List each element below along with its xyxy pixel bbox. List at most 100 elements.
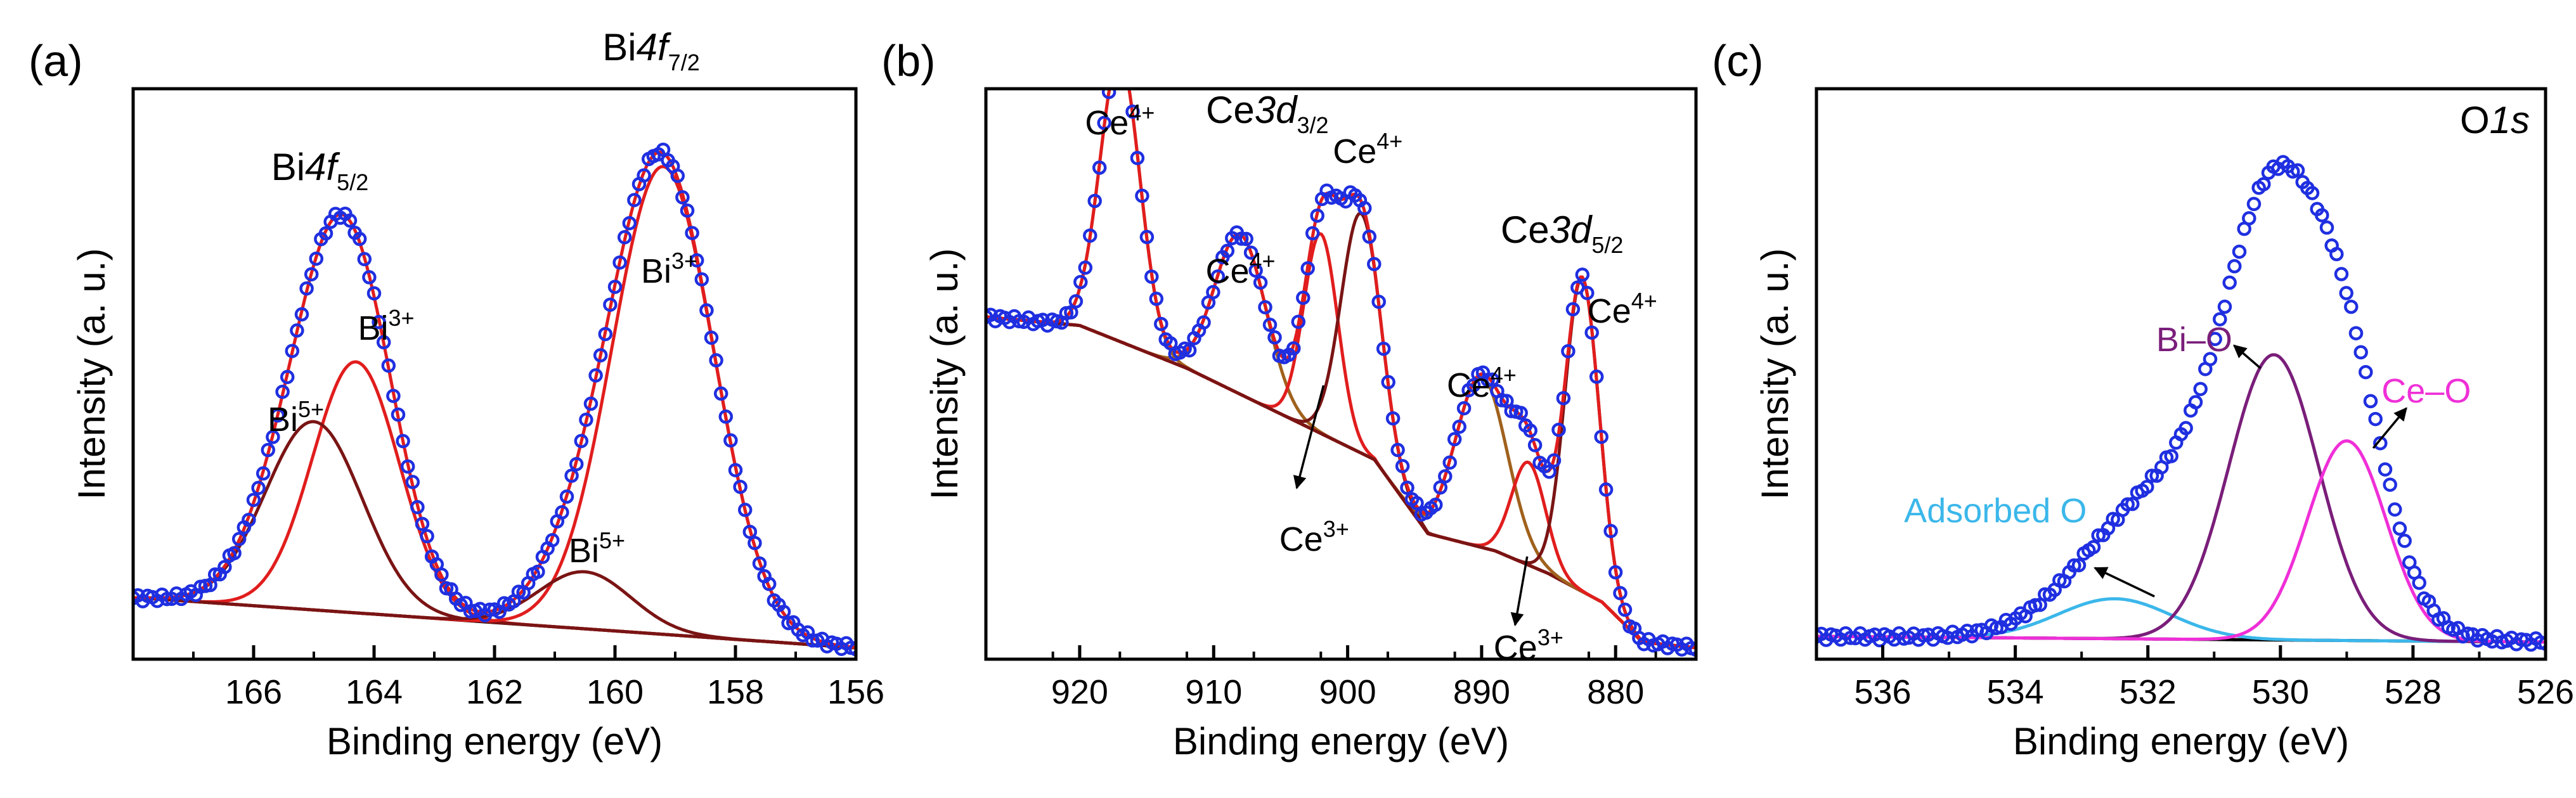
data-point: [405, 475, 420, 489]
data-point: [1381, 375, 1395, 390]
data-point: [1688, 642, 1696, 657]
x-tick-label: 880: [1587, 673, 1644, 711]
data-point: [742, 524, 758, 539]
x-tick-label: 532: [2120, 673, 2177, 711]
data-point: [372, 314, 386, 330]
component-peak-3: [1816, 439, 2546, 644]
annotation-arrow: [1293, 385, 1325, 490]
data-point: [1556, 390, 1571, 406]
data-point: [2315, 208, 2329, 222]
data-point: [1122, 77, 1134, 88]
panel-c: 536 534 532 530 528 526 Binding energy (eV) Int…: [1712, 36, 2574, 763]
data-point: [1149, 292, 1164, 306]
data-point: [598, 326, 613, 342]
data-point: [2140, 479, 2154, 494]
data-point: [2256, 177, 2271, 191]
data-point: [1130, 151, 1145, 165]
data-point: [1144, 269, 1159, 284]
y-axis-title: Intensity (a. u.): [923, 248, 966, 500]
annotation-label: Bi–O: [2156, 321, 2232, 359]
data-point: [2334, 267, 2349, 281]
data-point: [1253, 275, 1268, 290]
data-point: [588, 368, 603, 383]
data-point: [2359, 364, 2373, 380]
data-point: [1239, 231, 1253, 247]
data-point: [1310, 208, 1324, 223]
data-point: [1087, 193, 1102, 209]
data-point: [1196, 315, 1211, 330]
data-point: [2344, 299, 2359, 314]
annotation-label: Ce4+: [1085, 100, 1155, 142]
data-point: [1523, 423, 1537, 438]
data-point: [2368, 411, 2383, 427]
data-point: [704, 330, 719, 345]
component-peak-6: [986, 315, 1696, 650]
x-axis-title: Binding energy (eV): [1173, 720, 1509, 763]
data-point: [294, 307, 309, 322]
data-point: [1589, 370, 1604, 384]
data-point: [848, 642, 856, 657]
data-point: [689, 253, 704, 268]
data-point: [2397, 534, 2412, 548]
annotation-label: Bi4f7/2: [602, 26, 699, 75]
data-point: [352, 231, 367, 247]
data-point: [612, 255, 627, 270]
data-point: [627, 193, 642, 207]
data-point: [420, 529, 434, 544]
data-point: [709, 353, 723, 368]
data-point: [2067, 558, 2081, 573]
data-point: [1452, 420, 1466, 434]
data-point: [217, 560, 232, 574]
data-point: [603, 297, 618, 312]
x-tick-label: 164: [346, 673, 403, 711]
data-point: [1438, 469, 1453, 484]
data-point: [304, 267, 319, 281]
data-point: [555, 505, 569, 520]
data-point: [593, 348, 608, 363]
data-point: [1182, 343, 1197, 357]
data-point: [2178, 421, 2193, 435]
data-point: [579, 413, 593, 427]
x-tick-label: 166: [225, 673, 282, 711]
data-point: [251, 480, 266, 496]
data-point: [270, 408, 285, 423]
data-point: [261, 442, 276, 458]
data-point: [290, 323, 304, 338]
data-point: [680, 203, 695, 218]
data-point: [2383, 477, 2397, 492]
data-point: [2028, 598, 2043, 613]
annotation-label: Ce4+: [1588, 288, 1657, 330]
data-point: [391, 407, 406, 422]
data-point: [622, 216, 637, 231]
data-point: [1485, 372, 1500, 387]
data-point: [2232, 244, 2247, 259]
data-point: [637, 168, 651, 183]
data-point: [207, 567, 223, 582]
data-point: [357, 252, 372, 267]
data-point: [617, 230, 632, 245]
annotation-arrow: [2233, 344, 2262, 370]
data-point: [569, 456, 584, 472]
data-point: [1617, 602, 1633, 617]
data-point: [1385, 411, 1401, 426]
annotation-label: Ce–O: [2381, 372, 2471, 410]
data-point: [1243, 245, 1259, 260]
data-point: [285, 344, 300, 358]
data-point: [564, 468, 579, 483]
data-point: [1210, 269, 1226, 284]
annotation-label: Bi3+: [358, 305, 414, 347]
data-point: [1135, 188, 1149, 203]
data-point: [1442, 455, 1457, 470]
data-point: [318, 226, 333, 241]
data-point: [1073, 274, 1088, 290]
data-point: [2164, 449, 2178, 463]
data-point: [1154, 316, 1168, 331]
data-point: [1108, 64, 1120, 75]
data-point: [227, 546, 242, 560]
data-point: [718, 409, 734, 424]
data-point: [299, 281, 314, 296]
data-point: [415, 517, 430, 531]
x-axis-title: Binding energy (eV): [327, 720, 663, 763]
component-peak-4: [986, 211, 1696, 650]
